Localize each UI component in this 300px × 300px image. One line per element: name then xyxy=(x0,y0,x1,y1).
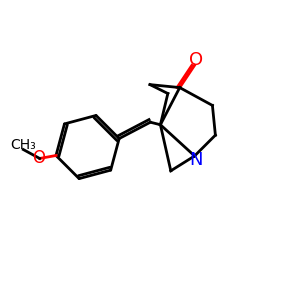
Text: N: N xyxy=(189,151,203,169)
Text: O: O xyxy=(189,51,203,69)
Text: CH₃: CH₃ xyxy=(11,138,36,152)
Text: O: O xyxy=(33,149,46,167)
